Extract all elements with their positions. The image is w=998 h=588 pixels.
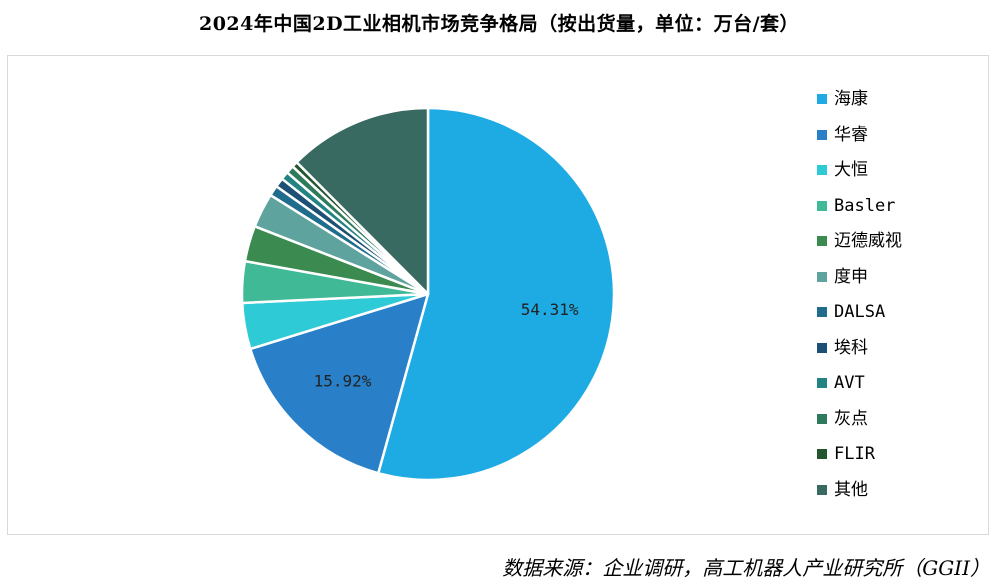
legend-swatch [817, 94, 827, 104]
legend-swatch [817, 165, 827, 175]
source-note: 数据来源：企业调研，高工机器人产业研究所（GGII） [502, 556, 990, 580]
legend-swatch [817, 307, 827, 317]
legend-label: 埃科 [834, 337, 868, 358]
legend-label: 华睿 [834, 124, 868, 145]
chart-title: 2024年中国2D工业相机市场竞争格局（按出货量，单位：万台/套） [198, 13, 800, 35]
data-label-item-1: 54.31% [521, 300, 579, 319]
legend-swatch [817, 200, 827, 211]
legend-label: FLIR [834, 444, 875, 464]
legend-label: 海康 [834, 89, 868, 109]
legend-swatch [817, 342, 827, 353]
chart-frame [7, 55, 989, 535]
legend-label: 迈德威视 [834, 231, 902, 251]
legend-label: Basler [834, 195, 896, 216]
legend-swatch [817, 271, 827, 282]
legend-swatch [817, 236, 827, 246]
legend-label: 度申 [834, 266, 868, 287]
data-label-item-2: 15.92% [314, 372, 372, 391]
legend-swatch [817, 449, 827, 459]
legend-swatch [817, 129, 827, 140]
legend-swatch [817, 378, 827, 388]
legend-label: AVT [834, 373, 865, 393]
legend-label: 其他 [834, 479, 868, 500]
pie-slice-item-12 [295, 106, 430, 296]
legend-label: DALSA [834, 302, 886, 322]
pie-slice-item-1 [376, 106, 616, 482]
pie-slice-item-2 [249, 292, 430, 475]
legend-swatch [817, 413, 827, 424]
legend-label: 灰点 [834, 408, 868, 429]
legend-label: 大恒 [834, 160, 868, 180]
legend-swatch [817, 484, 827, 495]
